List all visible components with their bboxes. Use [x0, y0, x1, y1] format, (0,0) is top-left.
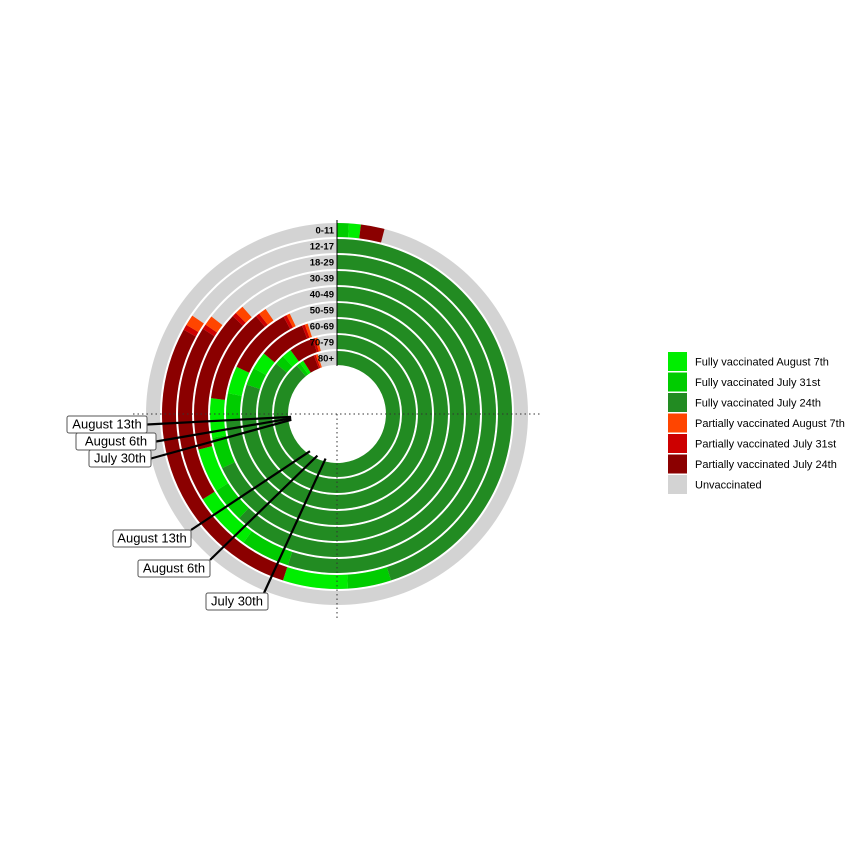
band-fully-vaccinated-july-24th-30-39 [239, 271, 481, 557]
band-partially-vaccinated-august-7th-70-79 [314, 337, 321, 352]
band-partially-vaccinated-august-7th-40-49 [259, 308, 274, 325]
band-partially-vaccinated-august-7th-80+ [315, 354, 322, 368]
callout-label-4: August 6th [143, 561, 205, 576]
band-fully-vaccinated-august-7th-12-17 [282, 567, 348, 589]
age-label-0-11: 0-11 [316, 226, 335, 237]
band-partially-vaccinated-july-31st-40-49 [256, 313, 268, 327]
band-fully-vaccinated-july-31st-50-59 [226, 393, 242, 421]
band-partially-vaccinated-july-31st-70-79 [312, 338, 319, 353]
callout-label-5: July 30th [211, 594, 263, 609]
callout-box-5 [205, 592, 269, 611]
band-fully-vaccinated-july-31st-60-69 [246, 368, 267, 389]
band-partially-vaccinated-august-7th-12-17 [186, 315, 204, 333]
callout-label-3: August 13th [117, 531, 186, 546]
band-partially-vaccinated-july-31st-60-69 [302, 324, 310, 339]
band-partially-vaccinated-august-7th-30-39 [235, 306, 252, 323]
callout-line-0 [146, 415, 292, 426]
age-label-30-39: 30-39 [310, 274, 334, 285]
legend-swatch-2 [668, 393, 687, 412]
legend-label-1: Fully vaccinated July 31st [695, 377, 820, 389]
band-partially-vaccinated-july-24th-80+ [303, 355, 319, 373]
band-partially-vaccinated-august-7th-50-59 [286, 313, 296, 328]
band-partially-vaccinated-july-31st-80+ [313, 354, 321, 369]
band-partially-vaccinated-august-7th-60-69 [304, 323, 312, 338]
legend-swatch-4 [668, 434, 687, 453]
band-fully-vaccinated-august-7th-50-59 [227, 366, 250, 396]
callout-line-4 [209, 454, 319, 561]
band-partially-vaccinated-july-24th-0-11 [359, 224, 385, 243]
band-partially-vaccinated-july-24th-12-17 [162, 329, 288, 581]
age-label-12-17: 12-17 [310, 242, 334, 253]
guide-lines [133, 220, 541, 618]
band-fully-vaccinated-august-7th-40-49 [210, 398, 227, 438]
band-fully-vaccinated-august-7th-60-69 [253, 353, 275, 375]
band-fully-vaccinated-july-31st-70-79 [276, 356, 293, 373]
callout-label-0: August 13th [72, 417, 141, 432]
band-fully-vaccinated-july-31st-40-49 [212, 435, 235, 469]
legend-label-4: Partially vaccinated July 31st [695, 439, 836, 451]
band-partially-vaccinated-august-7th-18-29 [205, 316, 223, 333]
band-fully-vaccinated-july-31st-0-11 [337, 223, 349, 238]
bands-layer [145, 223, 528, 605]
age-label-80+: 80+ [318, 354, 335, 365]
legend-swatch-5 [668, 454, 687, 474]
callout-box-2 [88, 449, 152, 468]
band-fully-vaccinated-july-31st-80+ [296, 363, 309, 377]
legend-swatch-0 [668, 352, 687, 371]
legend-label-6: Unvaccinated [695, 480, 762, 492]
legend: Fully vaccinated August 7th Fully vaccina… [668, 352, 845, 494]
legend-swatch-6 [668, 475, 687, 494]
callout-box-3 [112, 529, 192, 548]
callouts-layer: August 13th August 6th July 30th August 13t… [66, 415, 327, 611]
band-partially-vaccinated-july-31st-12-17 [183, 324, 199, 337]
band-partially-vaccinated-july-31st-18-29 [202, 324, 218, 337]
legend-swatch-3 [668, 413, 687, 433]
legend-label-2: Fully vaccinated July 24th [695, 398, 821, 410]
age-label-18-29: 18-29 [310, 258, 334, 269]
callout-line-5 [262, 458, 327, 594]
legend-label-3: Partially vaccinated August 7th [695, 418, 845, 430]
age-labels: 80+ 70-79 60-69 50-59 40-49 30-39 18-29 12-17 0-… [310, 226, 335, 365]
band-fully-vaccinated-august-7th-30-39 [198, 446, 229, 491]
age-label-40-49: 40-49 [310, 290, 334, 301]
age-label-60-69: 60-69 [310, 322, 334, 333]
callout-line-1 [155, 417, 292, 443]
age-label-50-59: 50-59 [310, 306, 334, 317]
band-fully-vaccinated-july-31st-12-17 [347, 567, 392, 589]
legend-swatch-1 [668, 372, 687, 392]
band-partially-vaccinated-july-31st-30-39 [232, 312, 246, 326]
legend-label-0: Fully vaccinated August 7th [695, 357, 829, 369]
band-fully-vaccinated-august-7th-70-79 [282, 350, 299, 367]
legend-label-5: Partially vaccinated July 24th [695, 459, 837, 471]
callout-label-2: July 30th [94, 451, 146, 466]
callout-label-1: August 6th [85, 434, 147, 449]
age-label-70-79: 70-79 [310, 338, 334, 349]
band-partially-vaccinated-july-24th-40-49 [211, 316, 265, 400]
band-fully-vaccinated-august-7th-0-11 [348, 223, 361, 239]
callout-line-3 [190, 450, 311, 531]
band-partially-vaccinated-july-31st-50-59 [283, 315, 293, 329]
callout-line-2 [150, 418, 292, 460]
band-partially-vaccinated-july-24th-70-79 [290, 338, 317, 362]
callout-box-4 [137, 559, 211, 578]
band-partially-vaccinated-july-24th-60-69 [263, 325, 308, 363]
band-fully-vaccinated-july-31st-30-39 [216, 483, 249, 519]
band-fully-vaccinated-august-7th-80+ [299, 360, 311, 375]
band-partially-vaccinated-july-24th-50-59 [236, 316, 291, 373]
band-partially-vaccinated-july-24th-30-39 [194, 316, 243, 450]
band-partially-vaccinated-july-24th-18-29 [178, 328, 215, 500]
